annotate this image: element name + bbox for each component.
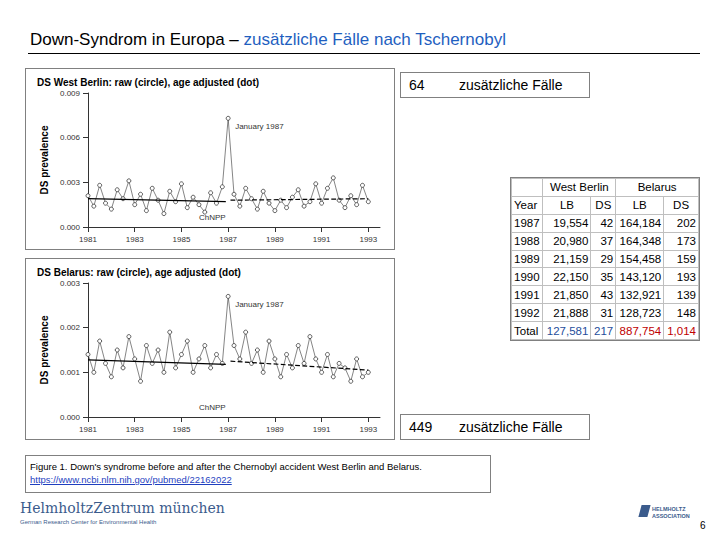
html-text:37: 37 <box>600 235 614 248</box>
svg-text:1985: 1985 <box>173 235 191 244</box>
html-text:https://www.ncbi.nlm.nih.gov/p: https://www.ncbi.nlm.nih.gov/pubmed/2216… <box>30 474 232 485</box>
svg-text:1983: 1983 <box>126 425 144 434</box>
html-text:164,184: 164,184 <box>619 217 662 230</box>
html-text:HELMHOLTZ: HELMHOLTZ <box>652 506 686 512</box>
svg-text:DS West Berlin: raw (circle),: DS West Berlin: raw (circle), age adjust… <box>37 77 259 88</box>
html-text:43: 43 <box>600 288 614 301</box>
html-text:64: 64 <box>409 77 425 93</box>
svg-text:1991: 1991 <box>313 425 331 434</box>
svg-text:DS Belarus: raw (circle), age: DS Belarus: raw (circle), age adjusted (… <box>37 267 241 278</box>
html-text:887,754: 887,754 <box>619 324 662 337</box>
html-text:164,348: 164,348 <box>619 235 662 248</box>
html-text:DS: DS <box>673 199 690 212</box>
html-text:21,888: 21,888 <box>553 306 589 319</box>
html-text:Figure 1. Down's syndrome befo: Figure 1. Down's syndrome before and aft… <box>30 461 422 472</box>
svg-text:0.003: 0.003 <box>60 279 81 288</box>
svg-text:1993: 1993 <box>359 235 377 244</box>
html-text:143,120: 143,120 <box>619 270 662 283</box>
html-text:217: 217 <box>594 324 614 337</box>
html-text:zusätzliche Fälle: zusätzliche Fälle <box>459 419 563 435</box>
html-text:21,850: 21,850 <box>553 288 589 301</box>
html-text:LB: LB <box>632 199 647 212</box>
svg-text:1989: 1989 <box>266 425 284 434</box>
svg-text:1985: 1985 <box>173 425 191 434</box>
html-text:159: 159 <box>676 252 696 265</box>
svg-text:1993: 1993 <box>359 425 377 434</box>
html-text:German Research Center for Env: German Research Center for Environmental… <box>20 519 157 525</box>
html-text:139: 139 <box>676 288 696 301</box>
html-text:132,921: 132,921 <box>619 288 662 301</box>
svg-text:0.006: 0.006 <box>60 133 81 142</box>
html-text:1988: 1988 <box>514 235 540 248</box>
html-text:21,159: 21,159 <box>553 252 589 265</box>
html-text:Down-Syndrom in Europa – zusät: Down-Syndrom in Europa – zusätzliche Fäl… <box>30 30 506 49</box>
html-text:128,723: 128,723 <box>619 306 662 319</box>
svg-text:DS prevalence: DS prevalence <box>39 125 50 194</box>
html-text:1,014: 1,014 <box>667 324 696 337</box>
html-text:29: 29 <box>600 252 614 265</box>
html-text:173: 173 <box>676 235 696 248</box>
html-text:35: 35 <box>600 270 614 283</box>
html-text:1992: 1992 <box>514 306 540 319</box>
html-text:ASSOCIATION: ASSOCIATION <box>652 513 690 519</box>
html-text:148: 148 <box>676 306 696 319</box>
svg-text:0.003: 0.003 <box>60 178 81 187</box>
html-text:HelmholtzZentrum münchen: HelmholtzZentrum münchen <box>20 500 225 516</box>
html-text:6: 6 <box>700 520 706 531</box>
html-text:1989: 1989 <box>514 252 540 265</box>
svg-text:0.001: 0.001 <box>60 368 81 377</box>
svg-text:January 1987: January 1987 <box>235 122 284 131</box>
html-text:LB: LB <box>559 199 574 212</box>
svg-text:1989: 1989 <box>266 235 284 244</box>
html-text:20,980: 20,980 <box>553 235 589 248</box>
html-text:Year: Year <box>514 199 538 212</box>
svg-text:1981: 1981 <box>79 235 97 244</box>
svg-text:1987: 1987 <box>219 235 237 244</box>
svg-text:0.002: 0.002 <box>60 323 81 332</box>
html-text:DS: DS <box>595 199 612 212</box>
svg-text:1981: 1981 <box>79 425 97 434</box>
html-text:42: 42 <box>600 217 614 230</box>
html-text:19,554: 19,554 <box>553 217 589 230</box>
html-text:Belarus: Belarus <box>637 181 677 194</box>
html-text:449: 449 <box>409 419 433 435</box>
svg-text:1983: 1983 <box>126 235 144 244</box>
svg-text:ChNPP: ChNPP <box>199 403 226 412</box>
html-text:193: 193 <box>676 270 696 283</box>
html-text:202: 202 <box>676 217 696 230</box>
html-text:22,150: 22,150 <box>553 270 589 283</box>
html-text:West Berlin: West Berlin <box>550 181 609 194</box>
html-text:1991: 1991 <box>514 288 540 301</box>
html-text:154,458: 154,458 <box>619 252 662 265</box>
svg-text:ChNPP: ChNPP <box>199 213 226 222</box>
svg-text:0.000: 0.000 <box>60 413 81 422</box>
html-text:zusätzliche Fälle: zusätzliche Fälle <box>459 77 563 93</box>
svg-text:1987: 1987 <box>219 425 237 434</box>
html-text:127,581: 127,581 <box>546 324 589 337</box>
html-text:Total: Total <box>514 324 539 337</box>
svg-text:January 1987: January 1987 <box>235 300 284 309</box>
html-text:1987: 1987 <box>514 217 540 230</box>
svg-text:0.009: 0.009 <box>60 89 81 98</box>
svg-text:0.000: 0.000 <box>60 223 81 232</box>
html-text:1990: 1990 <box>514 270 540 283</box>
html-text:31: 31 <box>600 306 614 319</box>
svg-text:1991: 1991 <box>313 235 331 244</box>
svg-text:DS prevalence: DS prevalence <box>39 315 50 384</box>
